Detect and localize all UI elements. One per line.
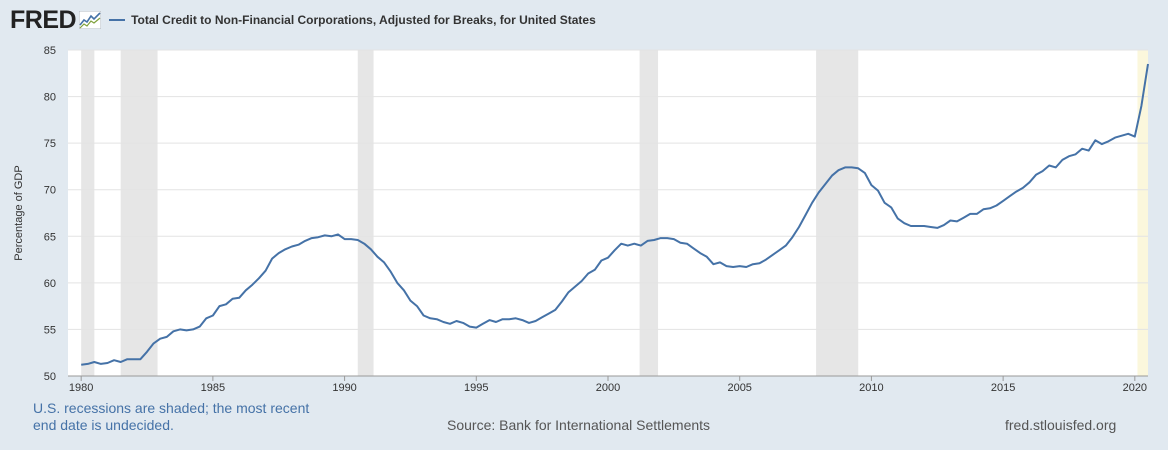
source-text: Source: Bank for International Settlemen… — [447, 417, 711, 433]
recession-band-undecided — [1137, 50, 1148, 376]
x-tick-label: 1990 — [332, 382, 356, 394]
recession-band — [357, 50, 374, 376]
recession-band — [639, 50, 659, 376]
recession-band — [816, 50, 859, 376]
y-tick-label: 80 — [44, 92, 56, 104]
x-tick-label: 1995 — [464, 382, 488, 394]
x-tick-label: 2020 — [1123, 382, 1147, 394]
chart-title: Total Credit to Non-Financial Corporatio… — [131, 13, 596, 27]
y-tick-label: 85 — [44, 45, 56, 57]
y-tick-label: 50 — [44, 371, 56, 383]
recession-note-line-2: end date is undecided. — [33, 417, 174, 433]
x-tick-label: 2015 — [991, 382, 1015, 394]
site-link[interactable]: fred.stlouisfed.org — [1005, 417, 1117, 433]
fred-logo-text: FRED — [10, 5, 77, 34]
recession-note-line-1: U.S. recessions are shaded; the most rec… — [33, 400, 310, 416]
x-tick-label: 2000 — [596, 382, 620, 394]
chart-header: FRED Total Credit to Non-Financial Corpo… — [10, 5, 596, 35]
fred-logo[interactable]: FRED — [10, 5, 102, 35]
y-tick-label: 60 — [44, 278, 56, 290]
y-tick-label: 70 — [44, 185, 56, 197]
y-tick-label: 55 — [44, 324, 56, 336]
series-line — [81, 63, 1149, 366]
plot-area — [68, 50, 1148, 376]
x-tick-label: 1980 — [69, 382, 93, 394]
recession-band — [81, 50, 95, 376]
series-legend-swatch — [109, 19, 126, 21]
y-axis-label: Percentage of GDP — [13, 165, 25, 260]
y-tick-label: 65 — [44, 231, 56, 243]
x-tick-label: 2010 — [859, 382, 883, 394]
recession-band — [120, 50, 158, 376]
x-tick-label: 1985 — [201, 382, 225, 394]
trend-graph-icon — [79, 11, 102, 29]
x-tick-label: 2005 — [727, 382, 751, 394]
recession-note: U.S. recessions are shaded; the most rec… — [33, 400, 309, 434]
y-tick-label: 75 — [44, 138, 56, 150]
